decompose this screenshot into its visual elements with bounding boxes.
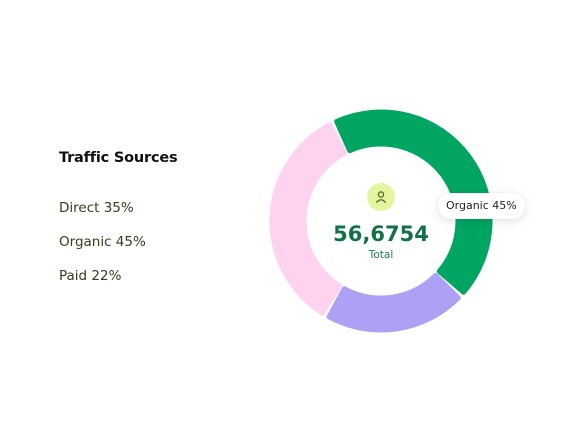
legend: Direct 35% Organic 45% Paid 22% <box>59 200 146 302</box>
legend-item-direct[interactable]: Direct 35% <box>59 200 134 216</box>
user-icon <box>376 191 386 203</box>
chart-title: Traffic Sources <box>59 150 178 166</box>
center-total-value: 56,6754 <box>333 222 429 246</box>
legend-item-paid[interactable]: Paid 22% <box>59 268 122 284</box>
donut-slice-organic[interactable] <box>334 109 493 295</box>
organic-tooltip: Organic 45% <box>438 193 525 219</box>
donut-slice-direct[interactable] <box>269 122 348 316</box>
center-total-label: Total <box>368 249 394 261</box>
donut-slices <box>269 109 493 333</box>
donut-slice-paid[interactable] <box>326 272 461 333</box>
legend-item-organic[interactable]: Organic 45% <box>59 234 146 250</box>
